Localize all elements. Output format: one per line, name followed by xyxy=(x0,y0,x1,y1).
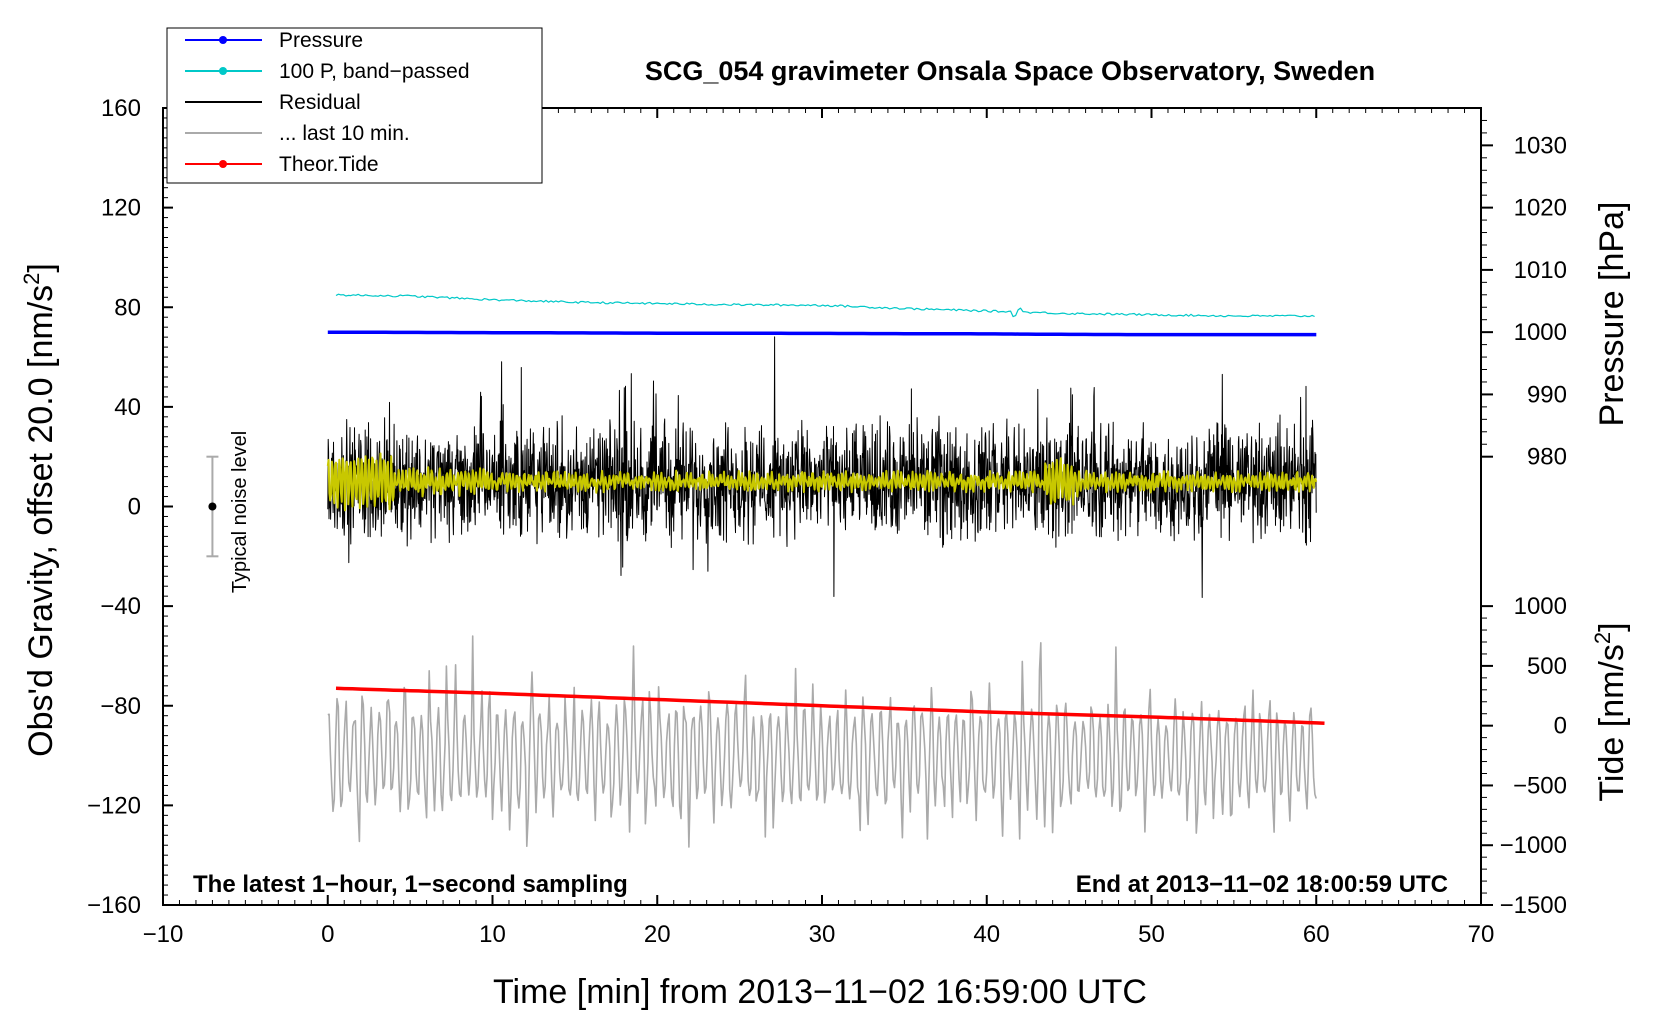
theoretical-tide-line xyxy=(335,686,1325,725)
sampling-note: The latest 1−hour, 1−second sampling xyxy=(193,871,628,898)
pressure-tick-label: 1030 xyxy=(1514,132,1567,159)
residual-smoothed-series xyxy=(326,452,1318,512)
x-tick-label: 30 xyxy=(809,921,836,948)
x-tick-label: 70 xyxy=(1468,921,1495,948)
theoretical-tide-series xyxy=(335,686,1325,725)
tide-axis-title: Tide [nm/s2] xyxy=(1590,622,1631,801)
y-tick-label: 80 xyxy=(114,294,141,321)
x-tick-label: 50 xyxy=(1138,921,1165,948)
legend: Pressure 100 P, band−passed Residual ... la… xyxy=(166,27,543,184)
legend-swatch-marker xyxy=(219,36,227,44)
end-time-note: End at 2013−11−02 18:00:59 UTC xyxy=(1076,871,1448,898)
tide-tick-label: −500 xyxy=(1513,772,1567,799)
residual-smoothed-line xyxy=(326,452,1318,512)
last-10-min-line xyxy=(327,635,1317,848)
pressure-tick-label: 990 xyxy=(1527,381,1567,408)
x-tick-label: 20 xyxy=(644,921,671,948)
tide-tick-label: −1000 xyxy=(1500,832,1567,859)
legend-label: ... last 10 min. xyxy=(279,122,410,145)
chart-title: SCG_054 gravimeter Onsala Space Observat… xyxy=(645,56,1375,86)
x-tick-label: 0 xyxy=(321,921,334,948)
pressure-tick-label: 1020 xyxy=(1514,195,1567,222)
x-axis-ticks: −10 0 10 20 30 40 50 60 70 xyxy=(143,108,1495,948)
pressure-axis-ticks: 980 990 1000 1010 1020 1030 xyxy=(1481,119,1567,471)
legend-swatch-marker xyxy=(219,67,227,75)
pressure-tick-label: 980 xyxy=(1527,444,1567,471)
x-tick-label: 60 xyxy=(1303,921,1330,948)
y-tick-label: 40 xyxy=(114,394,141,421)
pressure-series xyxy=(327,330,1317,337)
pressure-tick-label: 1000 xyxy=(1514,319,1567,346)
band-passed-pressure-series xyxy=(335,293,1315,318)
tide-axis-title-main: Tide [nm/s xyxy=(1593,644,1631,801)
residual-series xyxy=(327,336,1317,598)
tide-tick-label: 1000 xyxy=(1514,593,1567,620)
x-tick-label: 40 xyxy=(973,921,1000,948)
x-tick-label: −10 xyxy=(143,921,184,948)
legend-box xyxy=(166,27,543,184)
y-axis-title-main: Obs'd Gravity, offset 20.0 [nm/s xyxy=(22,285,60,757)
y-axis-title-end: ] xyxy=(22,263,60,272)
y-axis-title-sup: 2 xyxy=(19,273,44,285)
legend-label: Pressure xyxy=(279,29,363,52)
y-axis-title: Obs'd Gravity, offset 20.0 [nm/s2] xyxy=(19,263,60,757)
legend-label: Theor.Tide xyxy=(279,153,379,176)
x-axis-title: Time [min] from 2013−11−02 16:59:00 UTC xyxy=(493,973,1147,1011)
y-tick-label: −80 xyxy=(100,693,141,720)
pressure-tick-label: 1010 xyxy=(1514,257,1567,284)
legend-label: Residual xyxy=(279,91,361,114)
pressure-line xyxy=(327,330,1317,337)
tide-tick-label: 0 xyxy=(1554,713,1567,740)
noise-level-bar xyxy=(206,455,219,558)
y-tick-label: −120 xyxy=(87,792,141,819)
last-10-min-series xyxy=(327,635,1317,848)
tide-tick-label: −1500 xyxy=(1500,892,1567,919)
y-tick-label: −40 xyxy=(100,593,141,620)
band-passed-pressure-line xyxy=(335,293,1315,318)
y-axis-ticks: −160 −120 −80 −40 0 40 80 120 160 xyxy=(87,95,173,919)
pressure-axis-title: Pressure [hPa] xyxy=(1593,202,1631,427)
y-tick-label: 160 xyxy=(101,95,141,122)
y-tick-label: 0 xyxy=(128,494,141,521)
noise-bar-dot xyxy=(208,502,217,511)
residual-line xyxy=(327,336,1317,598)
tide-axis-title-sup: 2 xyxy=(1590,632,1615,644)
tide-tick-label: 500 xyxy=(1527,653,1567,680)
legend-label: 100 P, band−passed xyxy=(279,60,470,83)
tide-axis-title-end: ] xyxy=(1593,622,1631,631)
y-tick-label: 120 xyxy=(101,195,141,222)
legend-swatch-marker xyxy=(219,160,227,168)
tide-axis-ticks: −1500 −1000 −500 0 500 1000 xyxy=(1481,593,1567,919)
y-tick-label: −160 xyxy=(87,892,141,919)
noise-level-label: Typical noise level xyxy=(229,431,251,593)
x-tick-label: 10 xyxy=(479,921,506,948)
